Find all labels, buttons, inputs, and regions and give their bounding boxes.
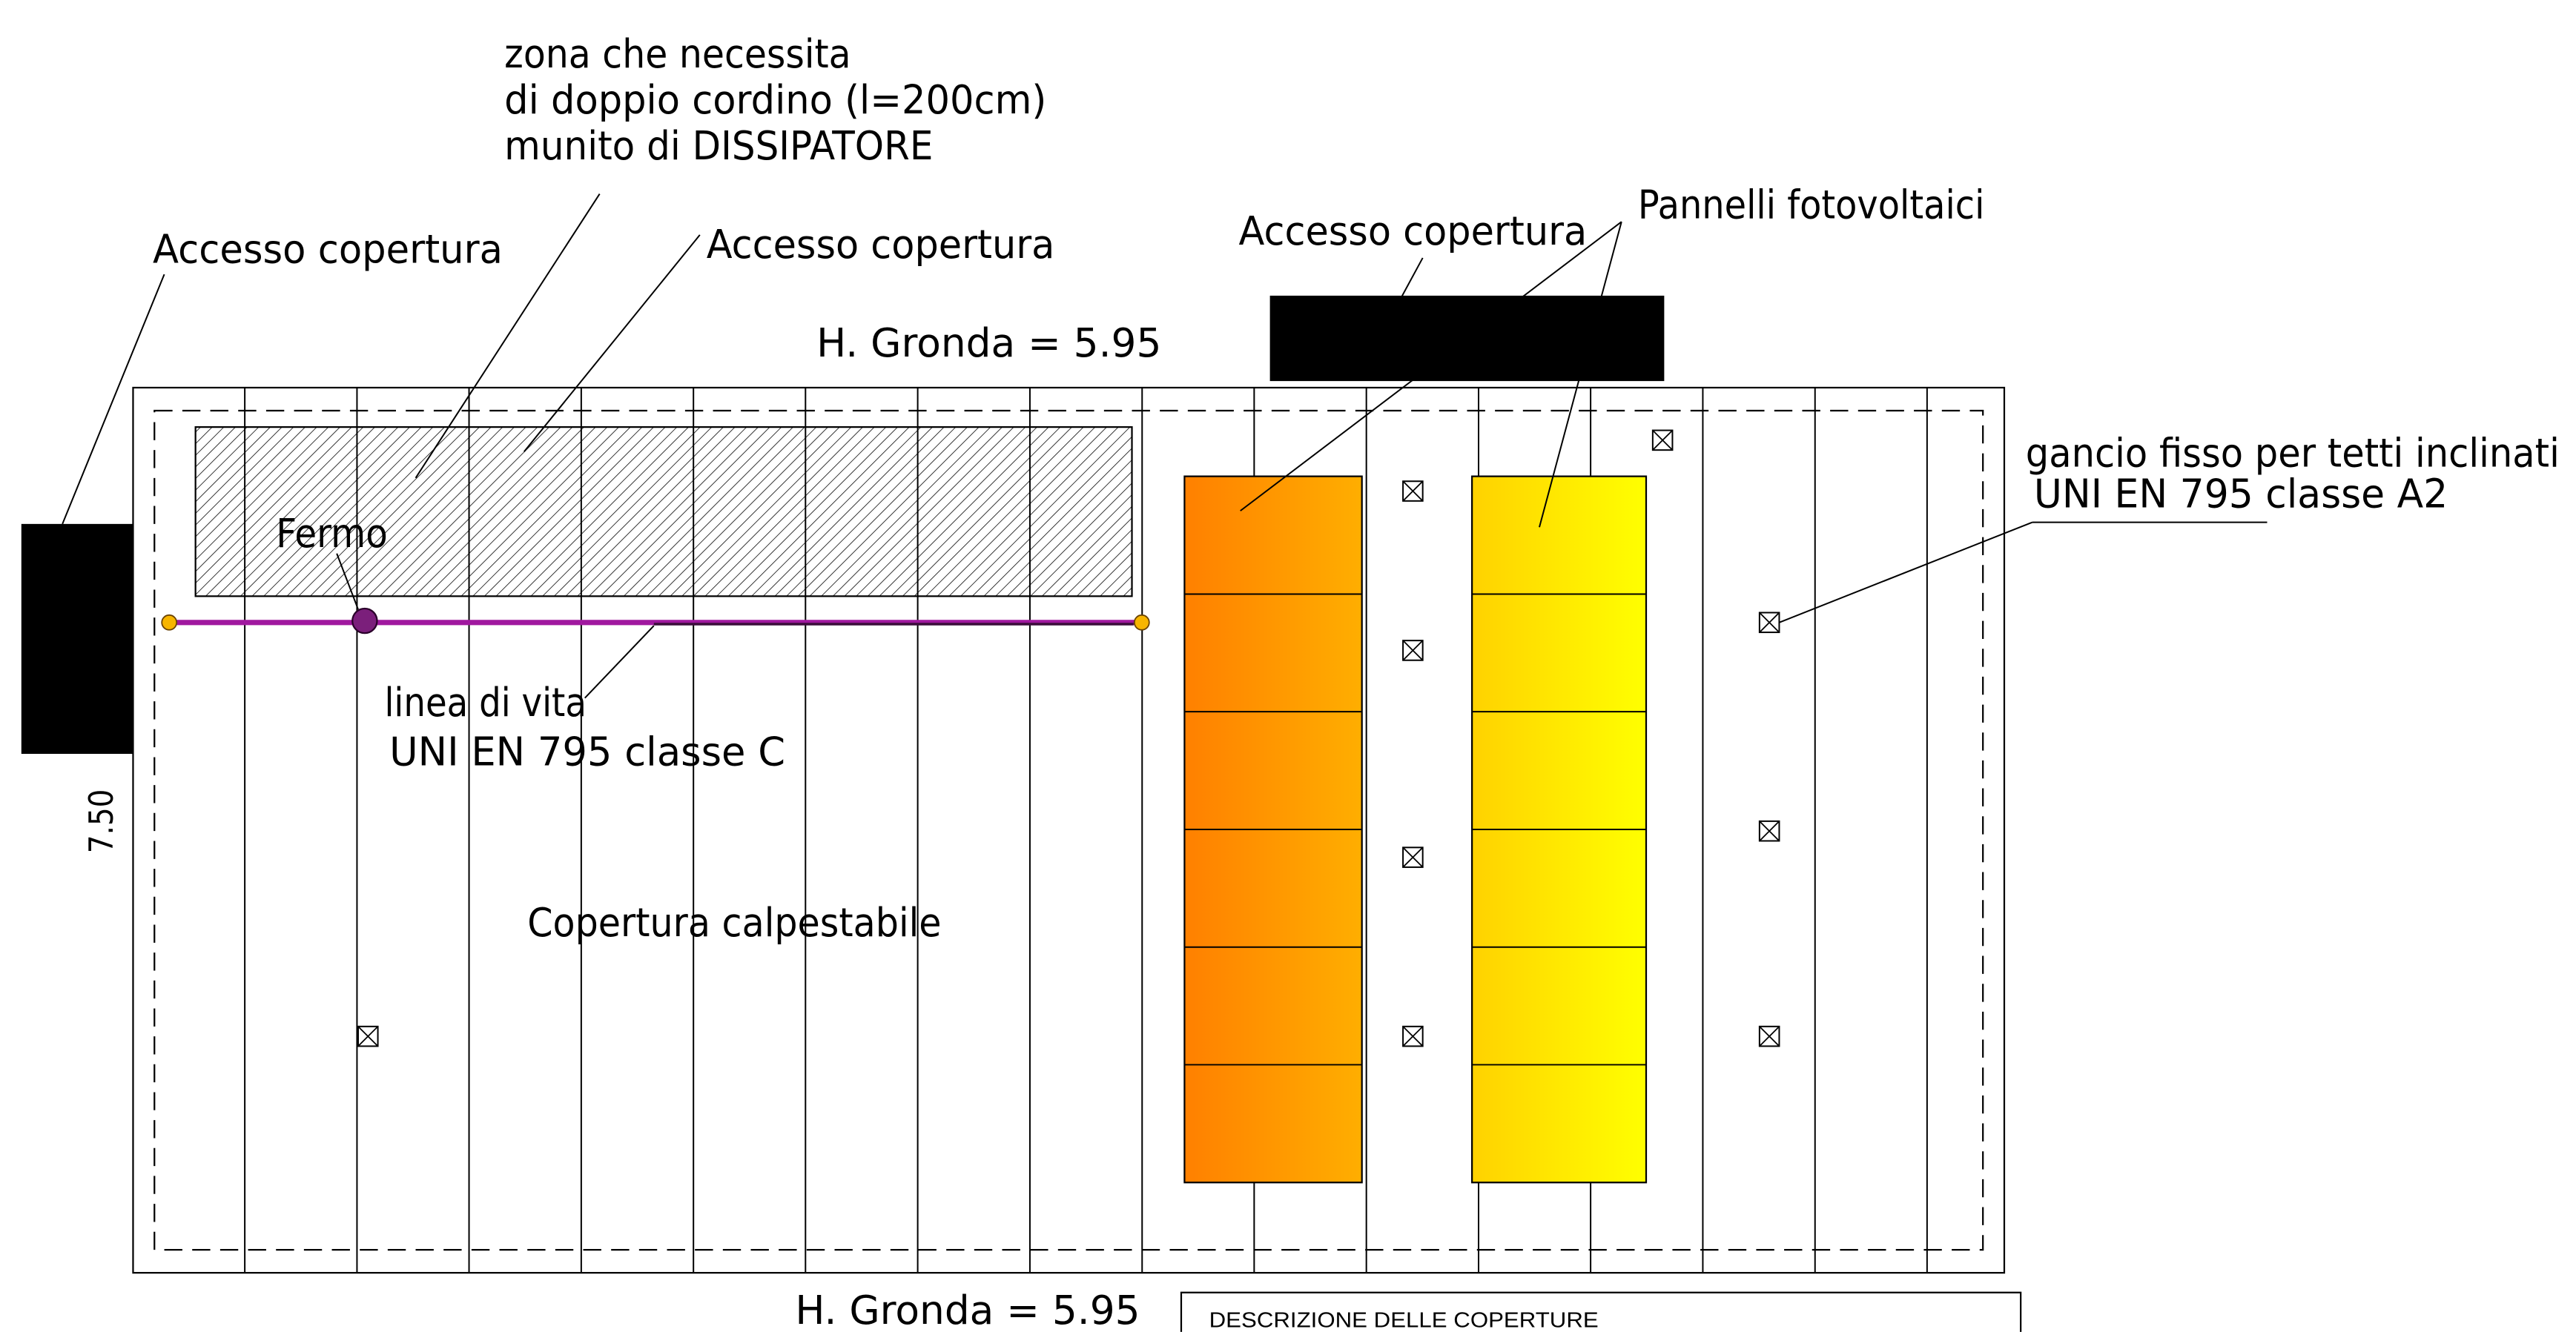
copertura-label: Copertura calpestabile (527, 900, 941, 946)
legend-title: DESCRIZIONE DELLE COPERTURE (1209, 1308, 1599, 1332)
leader-fermo (336, 553, 359, 610)
legend-box-frame (1180, 1291, 2022, 1332)
leader-linea-vita (584, 625, 655, 699)
fixed-hook-icon (1758, 820, 1780, 842)
fixed-hook-icon (1651, 429, 1674, 451)
zona-note-line-1: zona che necessita (504, 31, 851, 77)
pannelli-label: Pannelli fotovoltaici (1638, 182, 1984, 228)
fixed-hook-icon (1402, 846, 1424, 868)
fixed-hook-icon (1402, 480, 1424, 502)
gancio-line-2: UNI EN 795 classe A2 (2034, 471, 2448, 517)
access-label-left: Accesso copertura (153, 227, 503, 273)
eave-offset-dashed (153, 409, 1984, 1251)
zona-note-line-2: di doppio cordino (l=200cm) (504, 77, 1046, 123)
legend-box: DESCRIZIONE DELLE COPERTURE (1180, 1291, 2022, 1332)
fixed-hook-icon (1402, 640, 1424, 661)
life-line-end-anchor (1133, 614, 1150, 631)
life-line-end-anchor (161, 614, 178, 631)
zona-note-line-3: munito di DISSIPATORE (504, 123, 933, 169)
double-lanyard-zone (194, 426, 1133, 597)
leader-zona (415, 193, 601, 479)
fermo-stop (351, 607, 378, 634)
roof-outline (132, 386, 2006, 1274)
roof-access-top (1269, 295, 1665, 382)
solar-panel-array-yellow (1471, 475, 1648, 1184)
solar-panel-array-orange (1183, 475, 1363, 1184)
access-label-right: Accesso copertura (1239, 208, 1588, 254)
gronda-top-label: H. Gronda = 5.95 (816, 320, 1161, 366)
fixed-hook-icon (1402, 1025, 1424, 1047)
access-label-middle: Accesso copertura (707, 222, 1055, 268)
fixed-hook-icon (1758, 612, 1780, 634)
leader-access-middle (523, 234, 701, 452)
leader-gancio (1779, 521, 2033, 623)
linea-vita-line-1: linea di vita (384, 680, 587, 726)
linea-vita-line-2: UNI EN 795 classe C (389, 729, 785, 775)
gancio-line-1: gancio fisso per tetti inclinati (2026, 430, 2560, 476)
fixed-hook-icon (1758, 1025, 1780, 1047)
roof-access-left (21, 523, 133, 755)
fixed-hook-icon (357, 1025, 379, 1047)
fermo-label: Fermo (276, 511, 388, 557)
leader-access-right (1400, 257, 1424, 298)
life-line (161, 607, 1150, 634)
leader-access-left (62, 274, 165, 525)
dimension-label: 7.50 (83, 789, 121, 853)
gronda-bottom-label: H. Gronda = 5.95 (795, 1288, 1140, 1332)
